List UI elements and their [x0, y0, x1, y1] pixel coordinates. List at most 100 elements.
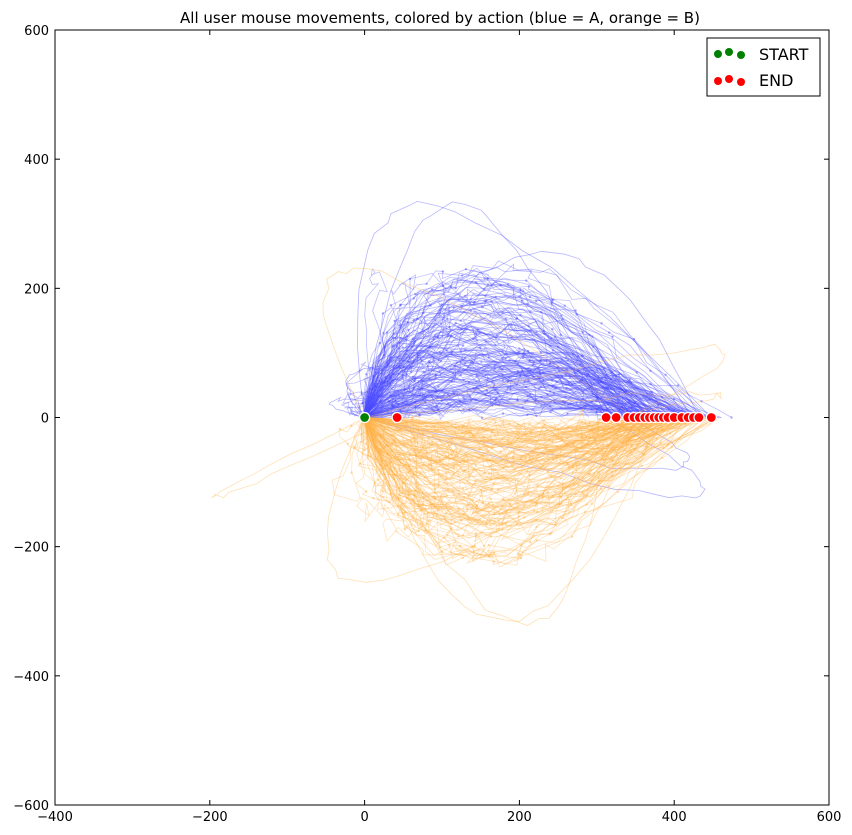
trajectory-point — [410, 523, 413, 526]
trajectory — [364, 396, 452, 421]
y-tick-label: 400 — [24, 153, 49, 168]
trajectory-point — [516, 362, 519, 365]
trajectory-point — [575, 313, 578, 316]
trajectory-point — [489, 477, 493, 481]
trajectory-point — [419, 358, 422, 361]
trajectory-point — [434, 505, 437, 508]
trajectory-point — [600, 322, 603, 325]
trajectory-point — [449, 457, 452, 460]
trajectory — [364, 417, 641, 466]
trajectory — [364, 270, 613, 418]
trajectory — [364, 417, 619, 483]
trajectory-point — [405, 526, 408, 529]
trajectory-point — [424, 400, 427, 404]
trajectory-point — [627, 406, 630, 409]
trajectory-point — [506, 442, 509, 446]
trajectory-point — [388, 381, 392, 385]
trajectory-point — [589, 469, 592, 472]
trajectory-point — [583, 407, 586, 410]
trajectory-point — [391, 336, 395, 339]
trajectory-point — [383, 445, 387, 448]
trajectory-point — [413, 401, 417, 404]
trajectory — [364, 327, 662, 418]
trajectory-point — [628, 380, 631, 383]
trajectory-point — [500, 505, 504, 508]
trajectory-point — [455, 361, 459, 364]
trajectory-point — [392, 478, 396, 481]
trajectory-point — [408, 357, 412, 360]
trajectory-point — [405, 373, 408, 376]
trajectory-point — [672, 398, 676, 401]
trajectory — [364, 336, 655, 418]
x-tick-label: 200 — [507, 810, 532, 825]
trajectory — [364, 417, 687, 460]
trajectory-point — [434, 376, 437, 379]
trajectory-point — [381, 312, 385, 315]
trajectory — [364, 370, 625, 418]
trajectory — [364, 326, 669, 418]
trajectory-point — [611, 448, 614, 451]
trajectory-point — [521, 466, 524, 469]
trajectory-point — [616, 490, 619, 493]
trajectory-point — [564, 373, 567, 376]
trajectory-point — [510, 323, 513, 327]
trajectory-point — [430, 469, 434, 472]
trajectory-point — [519, 556, 523, 559]
trajectory-point — [451, 489, 455, 493]
x-tick-label: 600 — [817, 810, 842, 825]
trajectory-point — [469, 498, 472, 501]
trajectory-point — [554, 476, 557, 479]
trajectory-point — [484, 422, 487, 425]
trajectory — [364, 361, 647, 418]
trajectory — [364, 417, 661, 526]
trajectory-point — [596, 399, 599, 402]
y-tick-label: 0 — [41, 412, 49, 427]
trajectory-point — [540, 404, 543, 407]
trajectory — [364, 316, 656, 418]
trajectory-point — [452, 466, 455, 470]
trajectory-point — [414, 489, 417, 492]
end-marker — [600, 411, 612, 424]
trajectory-point — [432, 338, 435, 341]
trajectory-point — [673, 408, 676, 411]
trajectory-point — [506, 380, 510, 383]
trajectory — [364, 417, 675, 494]
trajectory — [364, 359, 732, 418]
trajectory-point — [434, 391, 437, 394]
trajectory — [364, 335, 702, 418]
trajectory-point — [624, 462, 627, 465]
trajectory-point — [597, 407, 601, 410]
trajectory-point — [385, 452, 389, 456]
trajectory-point — [491, 404, 494, 407]
trajectory — [364, 366, 713, 418]
trajectory-point — [405, 496, 409, 500]
trajectory-point — [560, 358, 563, 362]
trajectory-point — [495, 396, 498, 400]
trajectory — [364, 417, 648, 493]
trajectory — [364, 417, 663, 438]
trajectory-point — [519, 374, 522, 377]
trajectory-point — [386, 423, 389, 426]
trajectory-point — [412, 360, 415, 363]
trajectory — [364, 417, 674, 462]
trajectory-point — [381, 457, 384, 460]
trajectory-point — [596, 407, 599, 410]
trajectory-point — [543, 433, 546, 436]
trajectory-point — [389, 359, 393, 363]
trajectory-point — [448, 325, 451, 329]
trajectory-point — [544, 501, 547, 504]
trajectory-point — [436, 335, 440, 339]
trajectory-point — [421, 502, 425, 506]
y-tick-label: 200 — [24, 282, 49, 297]
trajectory-point — [449, 527, 452, 530]
trajectory-point — [508, 359, 511, 362]
trajectory-point — [368, 388, 372, 391]
trajectory-point — [405, 402, 408, 405]
trajectory — [364, 417, 645, 466]
trajectory — [364, 417, 653, 525]
trajectory-point — [608, 331, 611, 334]
trajectory-point — [445, 494, 448, 497]
trajectory — [364, 417, 675, 461]
trajectory-point — [509, 503, 512, 507]
trajectory-point — [610, 426, 613, 429]
